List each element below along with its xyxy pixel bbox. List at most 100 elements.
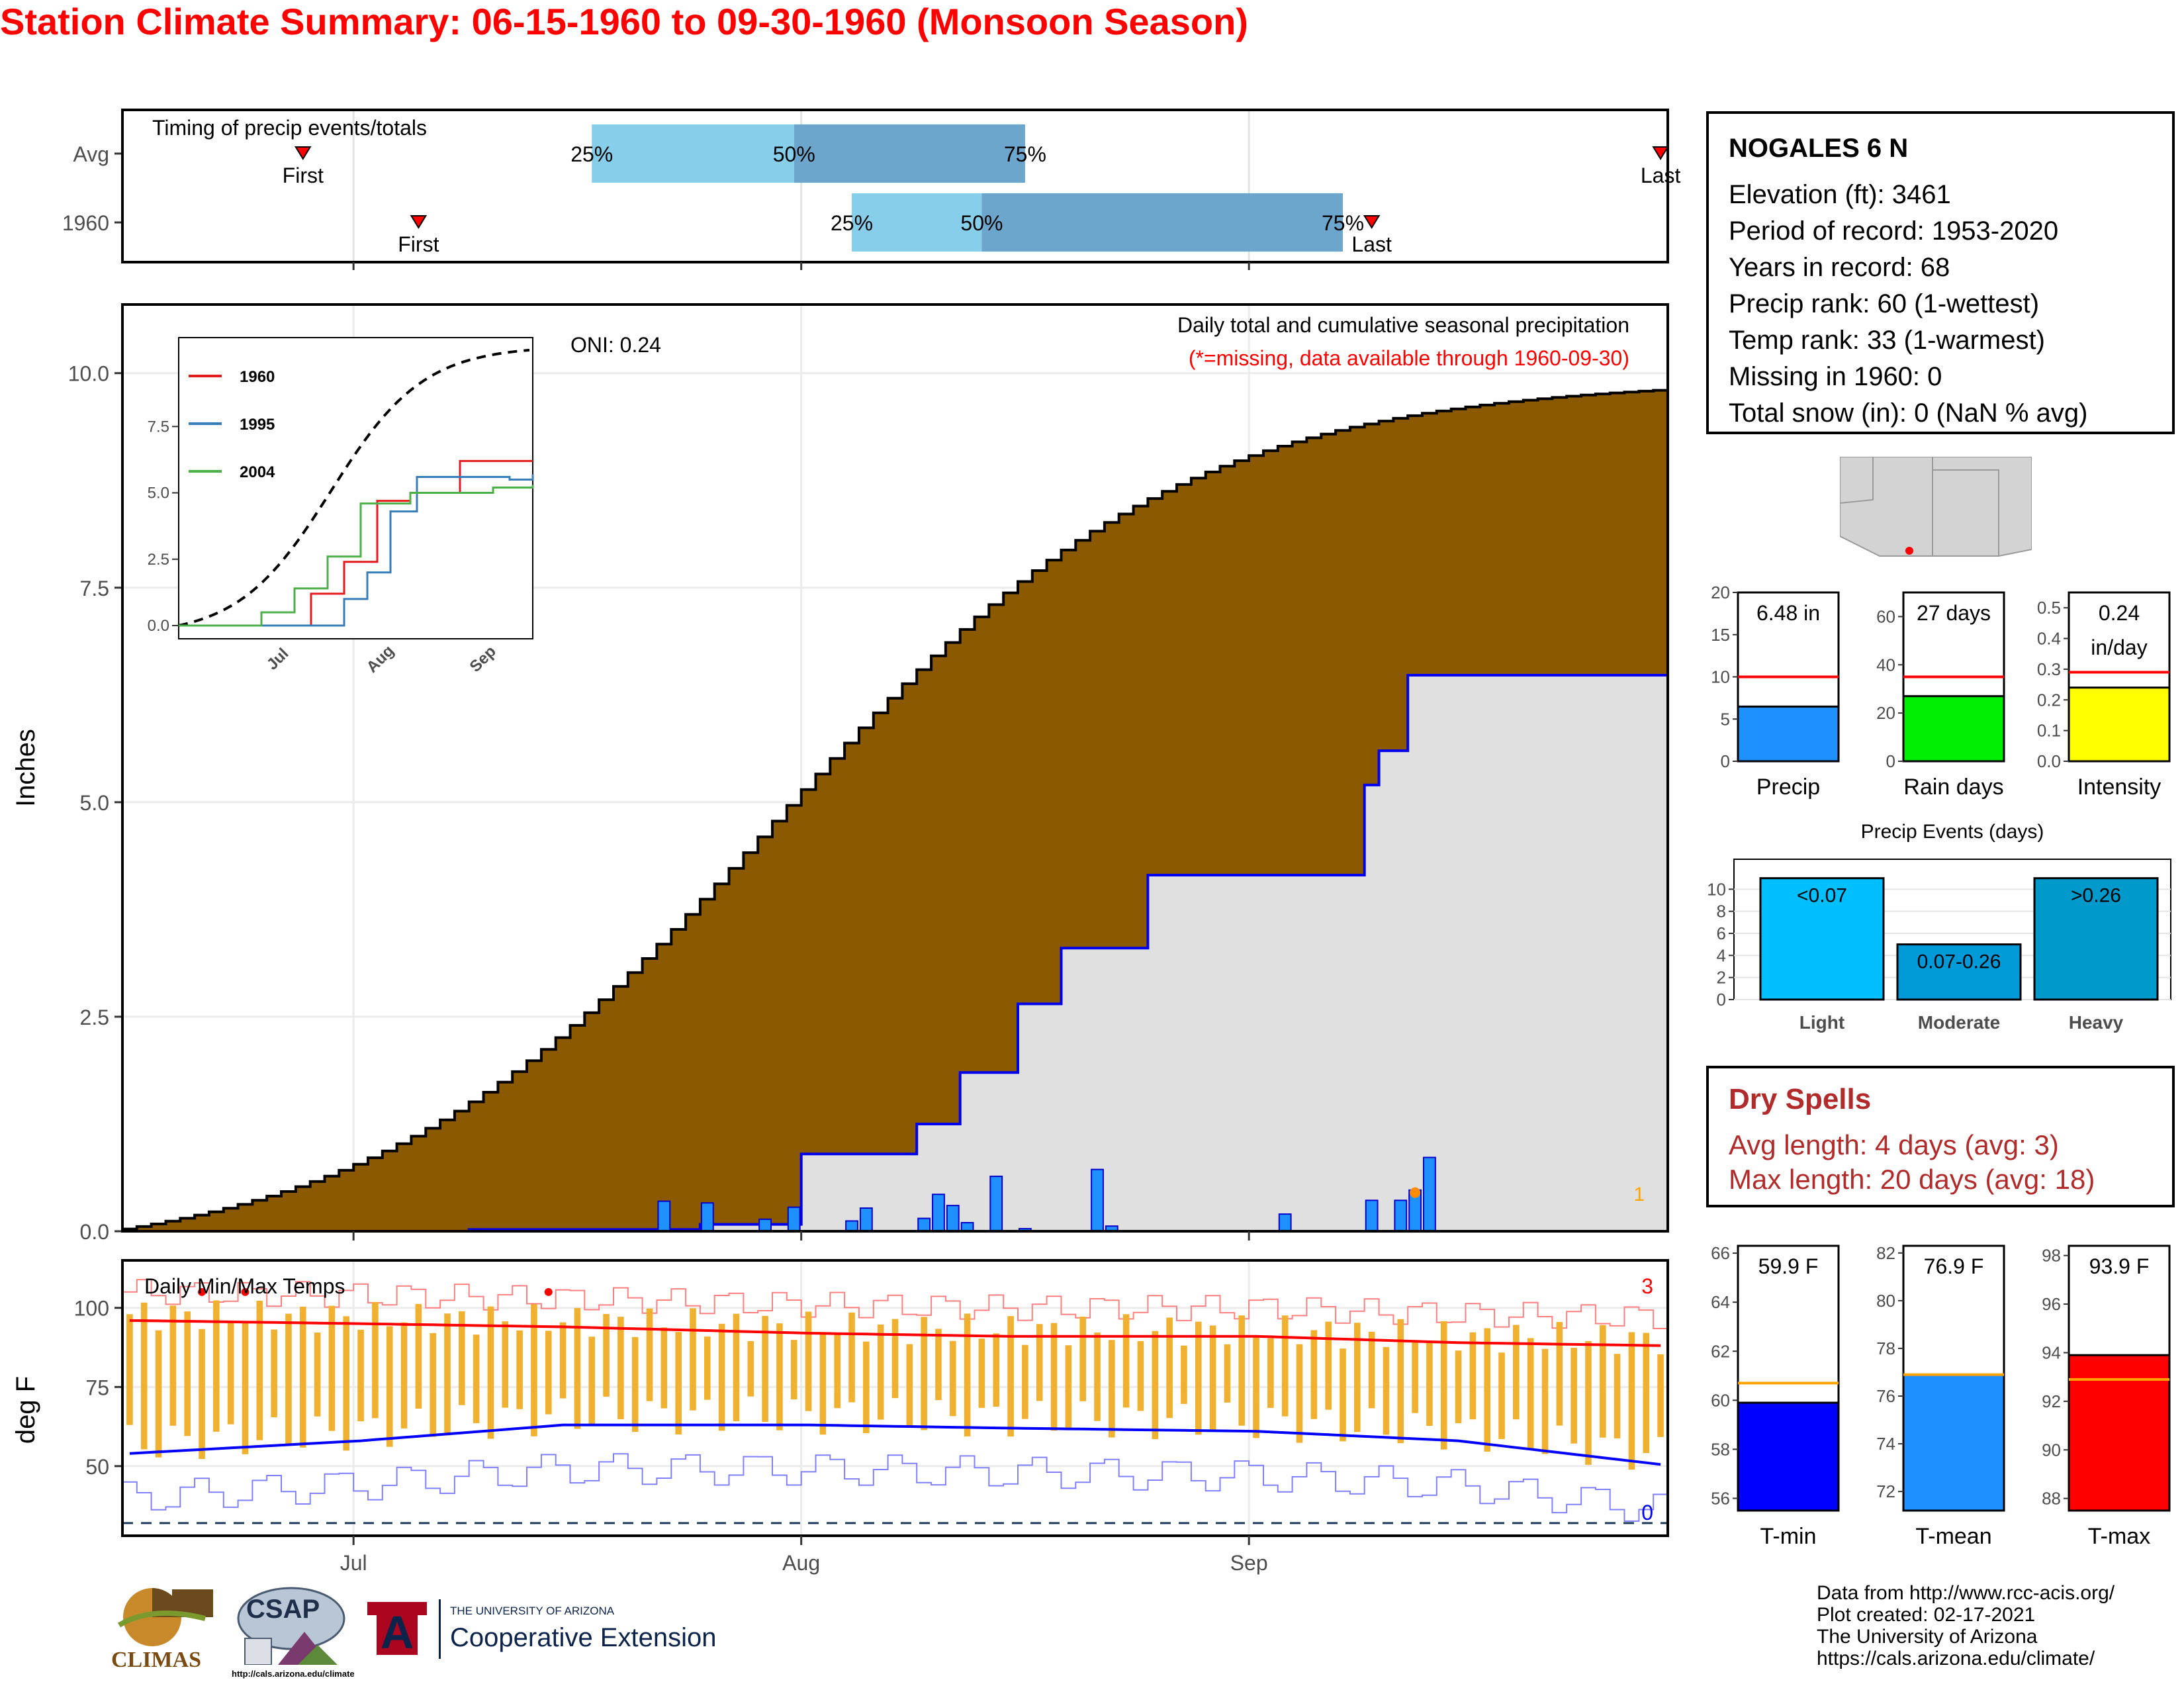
daily-temp-bar bbox=[545, 1331, 552, 1415]
temp-t-min-y-tick-label: 66 bbox=[1711, 1243, 1730, 1263]
daily-precip-bar bbox=[946, 1205, 960, 1232]
daily-temp-bar bbox=[1281, 1315, 1289, 1417]
daily-precip-bar bbox=[1091, 1168, 1104, 1232]
precip-total-y-tick-label: 10 bbox=[1711, 667, 1730, 687]
daily-temp-bar bbox=[1440, 1321, 1447, 1450]
daily-temp-bar bbox=[993, 1333, 1000, 1407]
precip-total-label: Precip bbox=[1756, 774, 1820, 800]
rain-days-y-tick-label: 0 bbox=[1886, 751, 1895, 771]
daily-temp-bar bbox=[1643, 1333, 1650, 1454]
precip-events-chart: Precip Events (days) 0 2 46 8 10 <0.07 Light 0.0… bbox=[1707, 821, 2171, 1033]
temp-chart: Daily Min/Max Temps 3 0 50 75 100 deg F Jul Aug S… bbox=[11, 1259, 1669, 1575]
daily-temp-bar bbox=[299, 1306, 306, 1448]
daily-temp-bar bbox=[935, 1329, 942, 1401]
timing-last-marker bbox=[1363, 215, 1381, 229]
temp-t-max-y-tick-label: 92 bbox=[2042, 1391, 2061, 1411]
dry-spells-panel: Dry Spells Avg length: 4 days (avg: 3) M… bbox=[1706, 1066, 2175, 1207]
timing-first-marker bbox=[294, 146, 312, 160]
events-bar-label: Light bbox=[1799, 1012, 1844, 1033]
record-high-marker bbox=[241, 1288, 250, 1296]
cumulative-1960-area bbox=[122, 675, 1668, 1231]
daily-temp-bar bbox=[1253, 1335, 1259, 1438]
daily-temp-bar bbox=[1094, 1333, 1101, 1421]
temp-chart-label: Daily Min/Max Temps bbox=[144, 1274, 345, 1298]
missing-data-marker bbox=[1410, 1187, 1421, 1198]
temp-t-max-label: T-max bbox=[2088, 1524, 2150, 1549]
daily-temp-bar bbox=[1397, 1319, 1404, 1444]
daily-temp-bar bbox=[1455, 1350, 1462, 1423]
daily-temp-bar bbox=[1325, 1321, 1332, 1410]
daily-temp-bar bbox=[921, 1317, 927, 1430]
precip-y-tick-label: 0.0 bbox=[80, 1220, 109, 1244]
rain-days-y-tick-label: 20 bbox=[1876, 703, 1895, 723]
daily-temp-bar bbox=[1137, 1340, 1144, 1411]
daily-precip-bar bbox=[1365, 1199, 1379, 1233]
daily-temp-bar bbox=[1152, 1331, 1159, 1440]
daily-temp-bar bbox=[1166, 1317, 1173, 1419]
daily-temp-bar bbox=[126, 1314, 133, 1425]
precip-total-y-tick-label: 15 bbox=[1711, 625, 1730, 645]
daily-precip-bar bbox=[787, 1206, 801, 1233]
inset-y-tick-label: 5.0 bbox=[148, 485, 169, 502]
daily-temp-bar bbox=[631, 1336, 639, 1432]
temp-t-max-y-tick-label: 98 bbox=[2042, 1246, 2061, 1266]
daily-precip-bar bbox=[758, 1218, 772, 1232]
daily-temp-bar bbox=[1238, 1315, 1246, 1426]
timing-last-marker bbox=[1652, 146, 1669, 160]
precip-total-value-label: 6.48 in bbox=[1756, 601, 1820, 625]
daily-temp-bar bbox=[776, 1323, 783, 1430]
daily-temp-bar bbox=[357, 1329, 364, 1422]
intensity-y-tick-label: 0.0 bbox=[2037, 751, 2061, 771]
temp-y-tick-label: 75 bbox=[85, 1376, 109, 1399]
timing-last-label: Last bbox=[1351, 232, 1392, 256]
precip-y-tick-label: 10.0 bbox=[68, 362, 109, 386]
temp-t-min-y-tick-label: 56 bbox=[1711, 1488, 1730, 1508]
temp-t-min-y-tick-label: 62 bbox=[1711, 1341, 1730, 1361]
daily-temp-bar bbox=[415, 1303, 422, 1409]
daily-temp-bar bbox=[805, 1311, 812, 1411]
inset-series-1960 bbox=[179, 459, 533, 627]
temp-t-max-y-tick-label: 96 bbox=[2042, 1294, 2061, 1314]
timing-p25-label: 25% bbox=[831, 211, 873, 235]
daily-temp-bar bbox=[213, 1300, 220, 1432]
daily-temp-bar bbox=[1599, 1325, 1606, 1438]
footer-url: https://cals.arizona.edu/climate/ bbox=[1817, 1648, 2095, 1669]
timing-bar-25-50 bbox=[592, 124, 794, 183]
daily-temp-bar bbox=[184, 1311, 191, 1436]
avg-tmax-line bbox=[129, 1319, 1661, 1347]
temp-t-mean-y-tick-label: 78 bbox=[1876, 1338, 1895, 1358]
inset-series-1995 bbox=[179, 474, 534, 627]
daily-temp-bar bbox=[1050, 1323, 1058, 1431]
daily-temp-bar bbox=[285, 1313, 292, 1444]
timing-p75-label: 75% bbox=[1322, 211, 1364, 235]
timing-first-label: First bbox=[283, 164, 324, 187]
daily-temp-bar bbox=[1513, 1325, 1520, 1420]
events-y-tick-label: 4 bbox=[1717, 945, 1726, 965]
temp-t-max-value-label: 93.9 F bbox=[2089, 1254, 2150, 1278]
events-bar-range: 0.07-0.26 bbox=[1917, 951, 2001, 973]
daily-temp-bar bbox=[1340, 1348, 1346, 1442]
daily-temp-bar bbox=[1614, 1354, 1621, 1438]
temp-t-max-y-tick-label: 88 bbox=[2042, 1489, 2061, 1509]
temperature-summary-bars: 56 58 60 62 64 66 59.9 F T-min 72 74 76 78 80 82 76.9 … bbox=[1711, 1243, 2171, 1549]
daily-temp-bar bbox=[473, 1335, 480, 1423]
daily-temp-bar bbox=[531, 1304, 537, 1436]
daily-temp-bar bbox=[1368, 1331, 1375, 1409]
intensity-y-tick-label: 0.3 bbox=[2037, 659, 2061, 679]
daily-temp-bar bbox=[1469, 1332, 1477, 1420]
daily-temp-bar bbox=[155, 1330, 162, 1458]
events-y-tick-label: 6 bbox=[1717, 923, 1726, 943]
record-high-line bbox=[122, 1279, 1668, 1329]
station-years: Years in record: 68 bbox=[1729, 253, 1950, 282]
daily-temp-bar bbox=[863, 1341, 870, 1433]
daily-temp-bar bbox=[1209, 1325, 1216, 1430]
timing-panel: Timing of precip events/totals Avg 25% 50% 7… bbox=[62, 109, 1680, 270]
daily-temp-bar bbox=[891, 1319, 899, 1399]
temp-x-tick-label: Jul bbox=[340, 1551, 367, 1575]
daily-temp-bar bbox=[603, 1314, 610, 1397]
events-y-tick-label: 2 bbox=[1717, 968, 1726, 988]
intensity-bar bbox=[2068, 686, 2171, 763]
avg-cumulative-line bbox=[122, 389, 1668, 1231]
footer-data-source: Data from http://www.rcc-acis.org/ bbox=[1817, 1582, 2115, 1604]
record-low-line bbox=[122, 1453, 1668, 1522]
